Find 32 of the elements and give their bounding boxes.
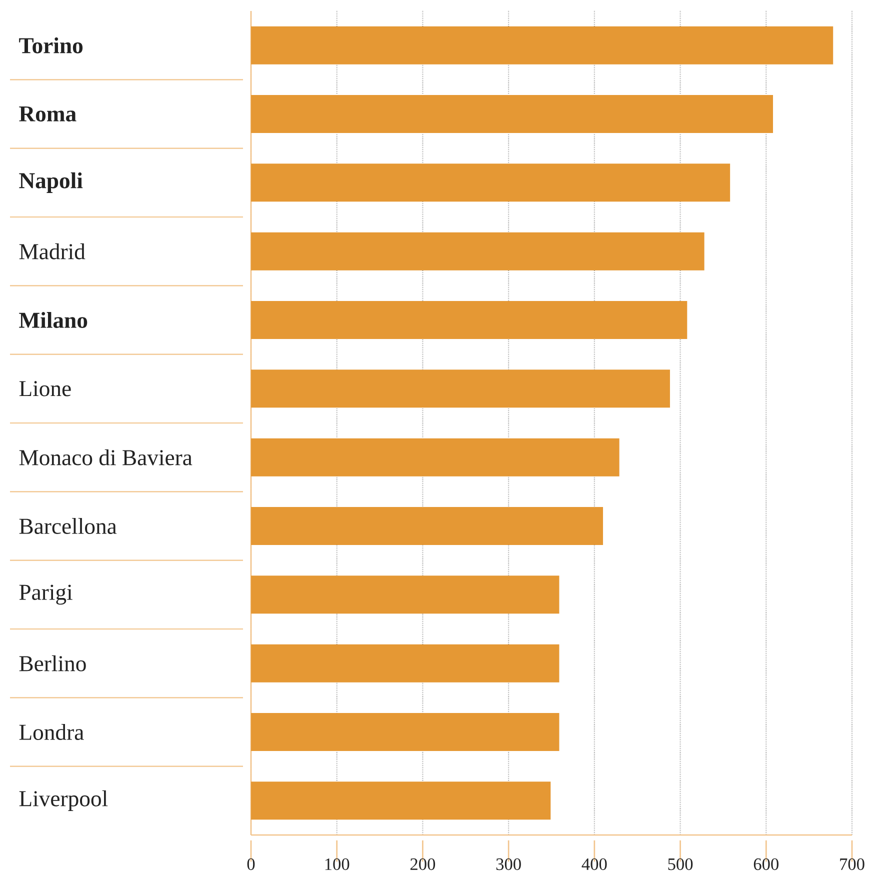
y-tick-label: Londra [19, 724, 84, 740]
bar [251, 576, 560, 614]
bar [251, 644, 560, 682]
bar [251, 164, 730, 202]
y-tick-label: Napoli [19, 172, 83, 193]
y-tick-label: Roma [19, 106, 76, 122]
x-tick-label: 0 [247, 858, 255, 870]
bar [251, 438, 620, 476]
bar [251, 713, 560, 751]
bar [251, 26, 834, 64]
x-tick-label: 600 [754, 858, 778, 870]
bar [251, 232, 704, 270]
bar [251, 506, 604, 545]
bar [251, 300, 688, 339]
y-tick-label: Barcellona [19, 518, 117, 534]
y-tick-label: Torino [19, 37, 83, 54]
bar [251, 94, 774, 133]
y-tick-label: Milano [19, 312, 88, 328]
y-tick-label: Berlino [19, 655, 86, 672]
bar [251, 370, 670, 408]
bar [251, 782, 551, 820]
x-tick-label: 200 [410, 858, 436, 870]
y-tick-label: Lione [19, 381, 71, 396]
x-tick-label: 300 [496, 858, 521, 870]
y-tick-label: Parigi [19, 584, 72, 605]
x-tick-label: 500 [668, 858, 693, 870]
y-tick-label: Monaco di Baviera [19, 449, 192, 466]
x-tick-label: 100 [325, 858, 350, 870]
x-tick-label: 400 [582, 858, 607, 870]
y-tick-label: Madrid [19, 243, 86, 260]
x-tick-label: 700 [840, 858, 864, 870]
y-tick-label: Liverpool [19, 790, 108, 811]
